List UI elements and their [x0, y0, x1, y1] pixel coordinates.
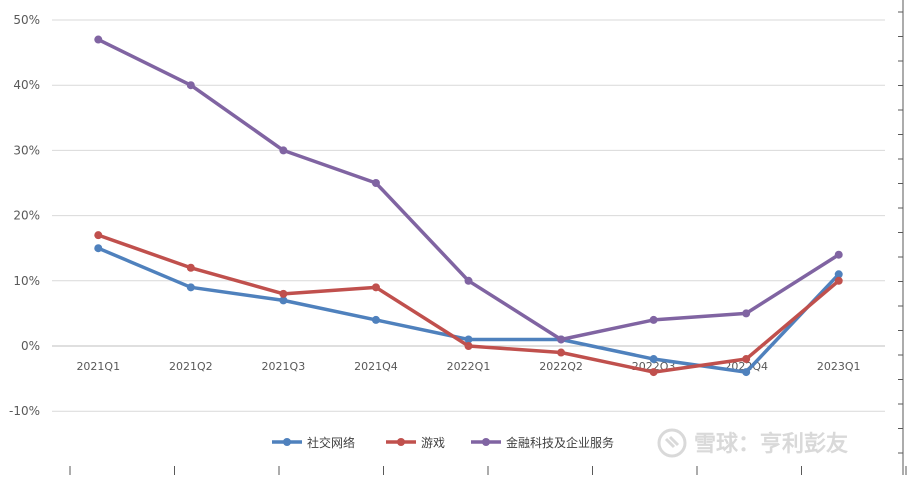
data-point	[187, 264, 195, 272]
x-tick-label: 2021Q1	[76, 360, 120, 373]
y-tick-label: 50%	[13, 13, 40, 27]
data-point	[279, 146, 287, 154]
data-point	[742, 355, 750, 363]
bottom-edge-ticks	[70, 466, 906, 475]
data-point	[372, 283, 380, 291]
x-tick-label: 2021Q3	[262, 360, 306, 373]
data-point	[557, 349, 565, 357]
legend-item: 金融科技及企业服务	[471, 435, 614, 450]
data-point	[650, 316, 658, 324]
data-point	[742, 368, 750, 376]
series-3	[94, 36, 842, 344]
snowball-logo-icon	[659, 430, 685, 456]
data-point	[372, 179, 380, 187]
data-point	[650, 355, 658, 363]
legend-label: 金融科技及企业服务	[506, 435, 614, 450]
legend-item: 社交网络	[272, 435, 355, 450]
x-tick-label: 2023Q1	[817, 360, 861, 373]
data-point	[557, 335, 565, 343]
data-point	[94, 231, 102, 239]
legend: 社交网络 游戏 金融科技及企业服务	[272, 435, 614, 450]
data-point	[372, 316, 380, 324]
x-tick-label: 2022Q2	[539, 360, 583, 373]
y-tick-label: 40%	[13, 78, 40, 92]
data-point	[835, 251, 843, 259]
watermark: 雪球：亨利彭友	[659, 430, 848, 457]
data-point	[465, 277, 473, 285]
y-axis-ticks: 50% 40% 30% 20% 10% 0% -10%	[9, 13, 40, 418]
data-point	[94, 244, 102, 252]
legend-swatch-marker	[397, 438, 405, 446]
legend-item: 游戏	[386, 436, 445, 450]
data-point	[94, 36, 102, 44]
series-lines	[94, 36, 842, 377]
data-point	[279, 290, 287, 298]
legend-swatch-marker	[283, 438, 291, 446]
right-edge-ticks	[898, 0, 903, 475]
y-tick-label: 30%	[13, 143, 40, 157]
series-line	[98, 40, 838, 340]
legend-swatch-marker	[482, 438, 490, 446]
y-tick-label: 10%	[13, 274, 40, 288]
x-tick-label: 2022Q1	[447, 360, 491, 373]
y-tick-label: -10%	[9, 404, 40, 418]
data-point	[465, 342, 473, 350]
series-line	[98, 248, 838, 372]
series-2	[94, 231, 842, 376]
data-point	[187, 283, 195, 291]
data-point	[742, 309, 750, 317]
x-tick-label: 2021Q2	[169, 360, 213, 373]
y-tick-label: 20%	[13, 209, 40, 223]
y-tick-label: 0%	[21, 339, 40, 353]
data-point	[835, 277, 843, 285]
data-point	[650, 368, 658, 376]
series-line	[98, 235, 838, 372]
watermark-text: 雪球：亨利彭友	[694, 431, 848, 457]
x-tick-label: 2021Q4	[354, 360, 398, 373]
data-point	[187, 81, 195, 89]
series-1	[94, 244, 842, 376]
legend-label: 游戏	[421, 436, 445, 450]
legend-label: 社交网络	[307, 435, 355, 450]
